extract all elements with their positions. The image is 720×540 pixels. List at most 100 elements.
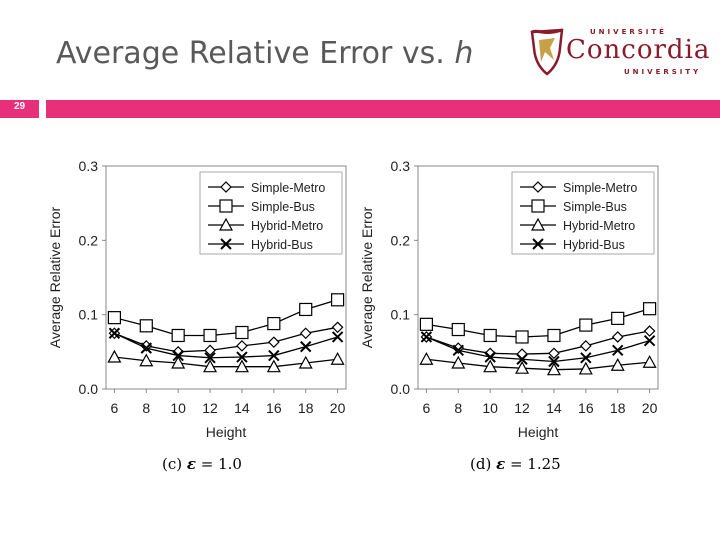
series-line xyxy=(426,330,650,355)
legend-marker-x xyxy=(532,238,544,250)
data-point-triangle xyxy=(266,359,281,373)
x-tick-label: 20 xyxy=(330,400,346,416)
legend-item-hybrid-metro: Hybrid-Metro xyxy=(520,217,635,233)
data-point-x xyxy=(140,342,152,354)
x-tick-label: 12 xyxy=(514,400,530,416)
data-point-triangle xyxy=(298,355,313,369)
logo-name-text: Concordia xyxy=(566,35,711,65)
y-axis-label: Average Relative Error xyxy=(359,206,375,348)
data-point-triangle xyxy=(642,354,657,368)
data-point-x xyxy=(484,351,496,363)
legend-item-simple-bus: Simple-Bus xyxy=(208,199,315,214)
data-point-triangle xyxy=(139,353,154,367)
legend-marker-diamond xyxy=(220,181,232,193)
y-tick-label: 0.2 xyxy=(79,232,99,248)
slide-title-main: Average Relative Error vs. xyxy=(56,36,455,71)
legend-marker-triangle xyxy=(218,217,234,231)
x-tick-label: 6 xyxy=(423,400,431,416)
data-point-triangle xyxy=(610,357,625,371)
x-tick-label: 12 xyxy=(202,400,218,416)
data-point-x xyxy=(172,349,184,362)
data-point-diamond xyxy=(236,340,248,352)
x-tick-label: 20 xyxy=(642,400,658,416)
data-point-x xyxy=(300,340,312,353)
header-accent-bar xyxy=(46,100,720,118)
caption-epsilon: ε xyxy=(496,455,506,473)
caption-prefix: (d) xyxy=(470,455,497,473)
caption-value: = 1.25 xyxy=(505,455,561,473)
data-point-x xyxy=(236,351,248,363)
slide-title: Average Relative Error vs. h xyxy=(56,36,473,71)
legend-item-simple-metro: Simple-Metro xyxy=(520,181,637,195)
y-tick-label: 0.0 xyxy=(79,381,99,397)
slide-title-variable: h xyxy=(454,36,474,71)
data-point-x xyxy=(420,331,433,343)
plot-area-frame xyxy=(105,165,347,390)
data-point-triangle xyxy=(234,359,249,373)
legend-label: Hybrid-Bus xyxy=(563,238,625,252)
data-point-triangle xyxy=(546,362,561,376)
series-simple-bus xyxy=(107,293,345,343)
y-tick-label: 0.1 xyxy=(391,307,411,323)
legend-label: Simple-Bus xyxy=(563,200,627,214)
x-tick-label: 10 xyxy=(482,400,498,416)
data-point-square xyxy=(107,311,122,325)
data-point-triangle xyxy=(483,359,498,373)
x-tick-label: 10 xyxy=(170,400,186,416)
chart-epsilon-1-25: 0.0 0.1 0.2 0.3 6 8 10 12 14 16 18 20 Height Average … xyxy=(359,158,659,440)
legend-item-hybrid-bus: Hybrid-Bus xyxy=(520,238,625,252)
caption-chart-c: (c) ε = 1.0 xyxy=(162,455,242,473)
data-point-triangle xyxy=(419,352,434,365)
series-hybrid-bus xyxy=(108,327,344,364)
legend-item-hybrid-bus: Hybrid-Bus xyxy=(208,238,313,252)
legend-label: Hybrid-Metro xyxy=(251,219,323,233)
x-tick-label: 18 xyxy=(610,400,626,416)
series-simple-bus xyxy=(419,302,657,344)
data-point-square xyxy=(611,311,625,325)
logo-universite-text: UNIVERSITÉ xyxy=(590,28,667,36)
legend-item-simple-bus: Simple-Bus xyxy=(520,199,627,214)
y-tick-label: 0.3 xyxy=(391,158,411,174)
x-tick-label: 8 xyxy=(454,400,462,416)
series-line xyxy=(114,356,338,368)
caption-epsilon: ε xyxy=(186,455,196,473)
data-point-triangle xyxy=(203,359,218,373)
legend-label: Hybrid-Bus xyxy=(251,238,313,252)
data-point-square xyxy=(515,330,529,344)
legend-marker-square xyxy=(219,199,233,213)
y-tick-label: 0.0 xyxy=(391,381,411,397)
legend-marker-x xyxy=(220,238,232,250)
data-point-x xyxy=(643,334,656,347)
data-point-triangle xyxy=(451,355,466,369)
legend-label: Simple-Metro xyxy=(563,181,637,195)
x-tick-label: 8 xyxy=(142,400,150,416)
caption-chart-d: (d) ε = 1.25 xyxy=(470,455,561,473)
caption-prefix: (c) xyxy=(162,455,187,473)
data-point-square xyxy=(579,318,593,332)
series-hybrid-bus xyxy=(420,331,656,368)
data-point-x xyxy=(580,352,592,364)
data-point-triangle xyxy=(330,352,345,365)
x-tick-label: 18 xyxy=(298,400,314,416)
data-point-x xyxy=(516,353,528,365)
data-point-square xyxy=(451,322,465,337)
x-axis-label: Height xyxy=(206,424,247,440)
series-line xyxy=(114,326,338,353)
legend-item-simple-metro: Simple-Metro xyxy=(208,181,325,195)
data-point-diamond xyxy=(516,348,528,360)
logo-university-text: UNIVERSITY xyxy=(624,68,702,76)
series-line xyxy=(426,336,650,363)
data-point-x xyxy=(268,349,280,362)
legend-marker-square xyxy=(531,199,545,213)
data-point-triangle xyxy=(171,355,186,369)
data-point-diamond xyxy=(643,325,656,337)
y-axis-label: Average Relative Error xyxy=(47,206,63,348)
data-point-diamond xyxy=(267,336,280,349)
data-point-diamond xyxy=(299,327,312,340)
data-point-x xyxy=(548,355,560,368)
concordia-logo: UNIVERSITÉ Concordia UNIVERSITY xyxy=(528,24,713,80)
shield-icon xyxy=(530,28,564,76)
data-point-square xyxy=(203,328,217,343)
legend-label: Simple-Metro xyxy=(251,181,325,195)
data-point-square xyxy=(171,328,185,343)
